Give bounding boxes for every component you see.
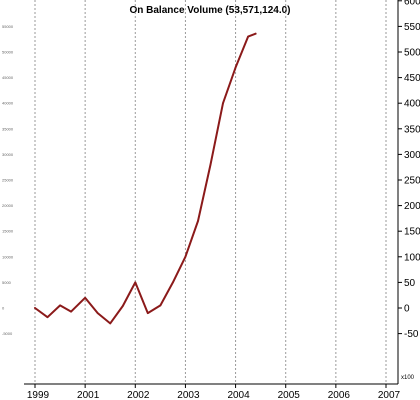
obv-point: [121, 305, 124, 307]
right-tick-label: 400: [404, 99, 420, 110]
obv-point: [134, 281, 137, 284]
left-tick-label: 10000: [2, 254, 14, 259]
left-tick-label: -5000: [2, 331, 13, 336]
left-tick-label: 45000: [2, 75, 14, 80]
obv-point: [84, 296, 86, 299]
right-tick-label: 600: [404, 0, 420, 7]
left-axis: 5500050000450004000035000300002500020000…: [2, 24, 14, 336]
x-tick-label: 2006: [328, 390, 351, 400]
obv-point: [34, 307, 36, 309]
right-axis-unit-label: x100: [401, 375, 415, 381]
chart-title: On Balance Volume (53,571,124.0): [129, 5, 290, 16]
obv-point: [197, 220, 199, 222]
right-tick-label: -50: [404, 329, 419, 340]
x-tick-label: 2002: [127, 390, 150, 400]
obv-point: [222, 102, 224, 104]
x-tick-label: 2004: [227, 390, 250, 400]
x-axis: 1999 2001 2002 2003 2004 2005 2006 2007: [27, 384, 401, 400]
right-tick-label: 200: [404, 201, 420, 212]
x-tick-label: 2005: [278, 390, 301, 400]
x-tick-label: 1999: [27, 390, 50, 400]
right-tick-label: 250: [404, 176, 420, 187]
left-tick-label: 25000: [2, 178, 14, 183]
obv-point: [59, 304, 61, 307]
left-tick-label: 55000: [2, 24, 14, 29]
obv-point: [109, 322, 112, 325]
obv-point: [234, 66, 237, 69]
right-tick-label: 500: [404, 48, 420, 59]
right-tick-label: 450: [404, 73, 420, 84]
left-tick-label: 40000: [2, 101, 14, 106]
left-tick-label: 20000: [2, 203, 14, 208]
left-tick-label: 50000: [2, 50, 14, 55]
x-tick-label: 2007: [378, 390, 401, 400]
obv-point: [159, 304, 162, 307]
vertical-gridlines: [34, 0, 387, 384]
left-tick-label: 35000: [2, 126, 14, 131]
obv-point: [254, 32, 257, 35]
left-tick-label: 15000: [2, 229, 14, 234]
series-layer: [34, 32, 257, 325]
obv-point: [209, 163, 212, 166]
x-tick-label: 2003: [177, 390, 200, 400]
right-tick-label: 150: [404, 227, 420, 238]
left-tick-label: 0: [2, 306, 5, 311]
right-tick-label: 0: [404, 304, 410, 315]
obv-point: [147, 312, 149, 314]
right-tick-label: 100: [404, 252, 420, 263]
right-tick-label: 550: [404, 22, 420, 33]
x-tick-label: 2001: [77, 390, 100, 400]
obv-point: [172, 281, 174, 284]
obv-point: [184, 255, 187, 258]
right-tick-label: 300: [404, 150, 420, 161]
obv-point: [46, 316, 49, 319]
left-tick-label: 30000: [2, 152, 14, 157]
right-tick-label: 350: [404, 124, 420, 135]
obv-point: [70, 310, 72, 313]
right-tick-label: 50: [404, 278, 416, 289]
left-tick-label: 5000: [2, 280, 12, 285]
obv-point: [96, 312, 99, 314]
obv-point: [247, 35, 249, 38]
